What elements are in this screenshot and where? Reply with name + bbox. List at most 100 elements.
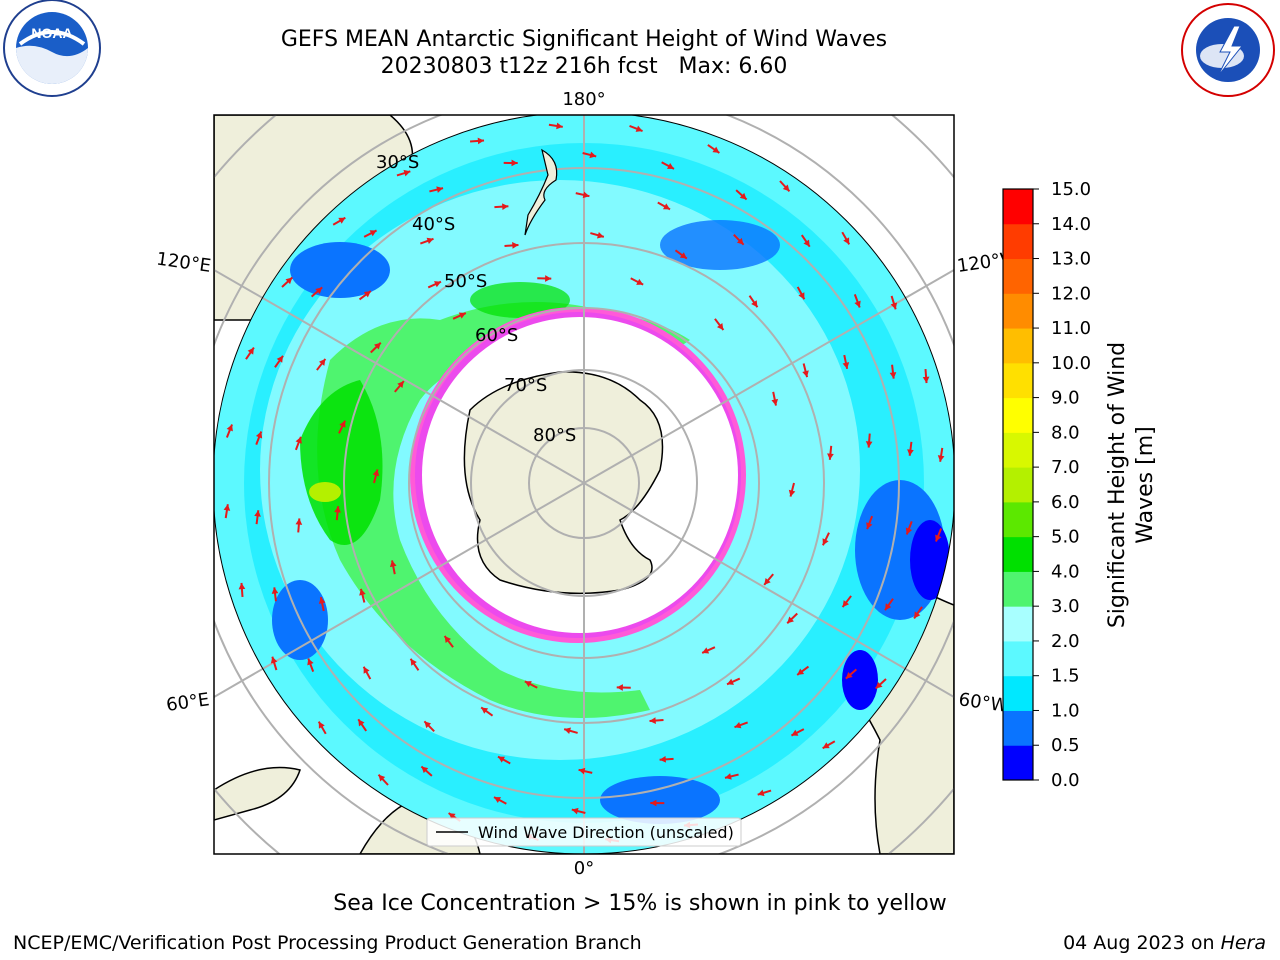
colorbar-tick-label: 0.0	[1051, 770, 1080, 791]
wave-direction-arrowhead	[702, 647, 710, 654]
wave-direction-arrowhead	[736, 237, 744, 245]
colorbar-tick-label: 15.0	[1051, 179, 1091, 200]
wave-direction-arrowhead	[843, 237, 850, 245]
wave-direction-arrowhead	[935, 534, 942, 542]
wind-wave-arrows	[223, 122, 945, 844]
wave-direction-arrowhead	[757, 789, 765, 797]
wave-direction-arrowhead	[502, 203, 509, 211]
colorbar-tick-label: 3.0	[1051, 596, 1080, 617]
wave-direction-arrowhead	[318, 721, 325, 729]
land-new-zealand	[524, 148, 558, 236]
machine-name: Hera	[1220, 932, 1266, 954]
credit-line: NCEP/EMC/Verification Post Processing Pr…	[13, 932, 642, 954]
wave-direction-arrowhead	[907, 449, 914, 456]
date-line: 04 Aug 2023 on Hera	[1063, 932, 1266, 954]
wave-direction-arrowhead	[845, 671, 853, 679]
wave-direction-arrowhead	[403, 169, 411, 177]
wave-direction-arrowhead	[802, 370, 809, 378]
wave-direction-arrowhead	[334, 506, 341, 513]
wave-direction-arrowhead	[782, 184, 790, 192]
colorbar-tick-label: 7.0	[1051, 457, 1080, 478]
chart-subtitle: 20230803 t12z 216h fcst Max: 6.60	[380, 54, 788, 79]
wave-direction-arrowhead	[564, 727, 571, 735]
wave-direction-arrowhead	[798, 292, 805, 300]
wave-direction-arrowhead	[842, 362, 850, 369]
wave-direction-arrowhead	[890, 302, 898, 310]
colorbar-tick-label: 13.0	[1051, 249, 1091, 270]
wave-direction-arrowhead	[739, 192, 747, 200]
colorbar-segment	[1003, 745, 1033, 781]
wave-direction-arrowhead	[649, 717, 656, 724]
wave-direction-arrowhead	[271, 587, 279, 594]
colorbar-outline	[1002, 188, 1034, 781]
wave-direction-arrowhead	[512, 242, 519, 249]
colorbar-segment	[1003, 328, 1033, 364]
wave-direction-arrowhead	[448, 813, 456, 820]
colorbar-tick-label: 2.0	[1051, 631, 1080, 652]
wave-direction-arrowhead	[791, 729, 799, 736]
wave-direction-arrowhead	[764, 577, 771, 585]
colorbar-title-line2: Waves [m]	[1133, 426, 1158, 543]
wave-direction-arrowhead	[712, 146, 720, 153]
colorbar-segment	[1003, 397, 1033, 433]
lat-label-60s: 60°S	[475, 325, 518, 346]
colorbar-segment	[1003, 467, 1033, 503]
wave-direction-arrowhead	[358, 719, 365, 727]
lon-label-60w: 60°W	[957, 689, 1009, 717]
wave-direction-arrowhead	[771, 398, 779, 406]
wave-direction-arrowhead	[827, 453, 834, 460]
colorbar-tick-label: 5.0	[1051, 527, 1080, 548]
wave-direction-arrowhead	[511, 159, 518, 167]
legend-label: Wind Wave Direction (unscaled)	[478, 823, 734, 842]
lon-label-60e: 60°E	[165, 689, 211, 716]
colorbar-tick-label: 0.5	[1051, 735, 1080, 756]
colorbar-tick-label: 1.0	[1051, 700, 1080, 721]
wave-direction-arrowhead	[307, 658, 314, 666]
wave-direction-arrowhead	[436, 186, 444, 193]
colorbar-segment	[1003, 606, 1033, 642]
wave-direction-arrowhead	[295, 436, 302, 444]
lat-label-50s: 50°S	[444, 271, 487, 292]
colorbar-tick-label: 8.0	[1051, 422, 1080, 443]
wave-direction-arrowhead	[497, 756, 505, 763]
wave-direction-arrowhead	[254, 510, 261, 517]
lon-label-120e: 120°E	[155, 249, 212, 277]
map-frame	[213, 114, 955, 855]
wave-direction-arrowhead	[822, 538, 829, 546]
wave-direction-arrowhead	[667, 162, 675, 169]
wave-direction-arrowhead	[937, 455, 945, 462]
wave-direction-arrowhead	[458, 312, 466, 319]
wave-direction-arrowhead	[663, 203, 671, 210]
wave-direction-arrowhead	[223, 504, 231, 511]
wave-direction-arrowhead	[444, 636, 452, 643]
colorbar-segment	[1003, 710, 1033, 746]
wave-direction-arrowhead	[397, 381, 404, 389]
wave-direction-arrowhead	[276, 355, 283, 363]
colorbar-tick-label: 6.0	[1051, 492, 1080, 513]
wave-direction-arrowhead	[374, 342, 381, 350]
colorbar-tick-label: 14.0	[1051, 214, 1091, 235]
wave-direction-arrowhead	[255, 431, 263, 439]
colorbar-segment	[1003, 258, 1033, 294]
wave-direction-arrowhead	[477, 137, 485, 145]
colorbar-segment	[1003, 432, 1033, 468]
colorbar-tick-label: 10.0	[1051, 353, 1091, 374]
colorbar-tick-label: 1.5	[1051, 666, 1080, 687]
wave-direction-arrowhead	[359, 588, 366, 596]
wave-direction-arrowhead	[318, 358, 326, 366]
chart-title: GEFS MEAN Antarctic Significant Height o…	[280, 27, 888, 52]
wave-direction-arrowhead	[339, 420, 346, 428]
wave-direction-arrowhead	[295, 518, 303, 525]
noaa-logo: NOAA	[3, 0, 101, 97]
wave-direction-arrowhead	[822, 742, 830, 749]
wave-direction-arrowhead	[369, 230, 377, 237]
wave-direction-arrowhead	[338, 217, 346, 224]
wave-direction-arrowhead	[363, 291, 371, 298]
wave-direction-arrowhead	[788, 489, 796, 497]
wave-direction-arrowhead	[885, 603, 892, 611]
wave-direction-arrowhead	[589, 151, 597, 159]
date-text: 04 Aug 2023 on	[1063, 932, 1221, 954]
wave-direction-arrowhead	[803, 239, 810, 247]
wave-direction-arrowhead	[421, 766, 429, 774]
